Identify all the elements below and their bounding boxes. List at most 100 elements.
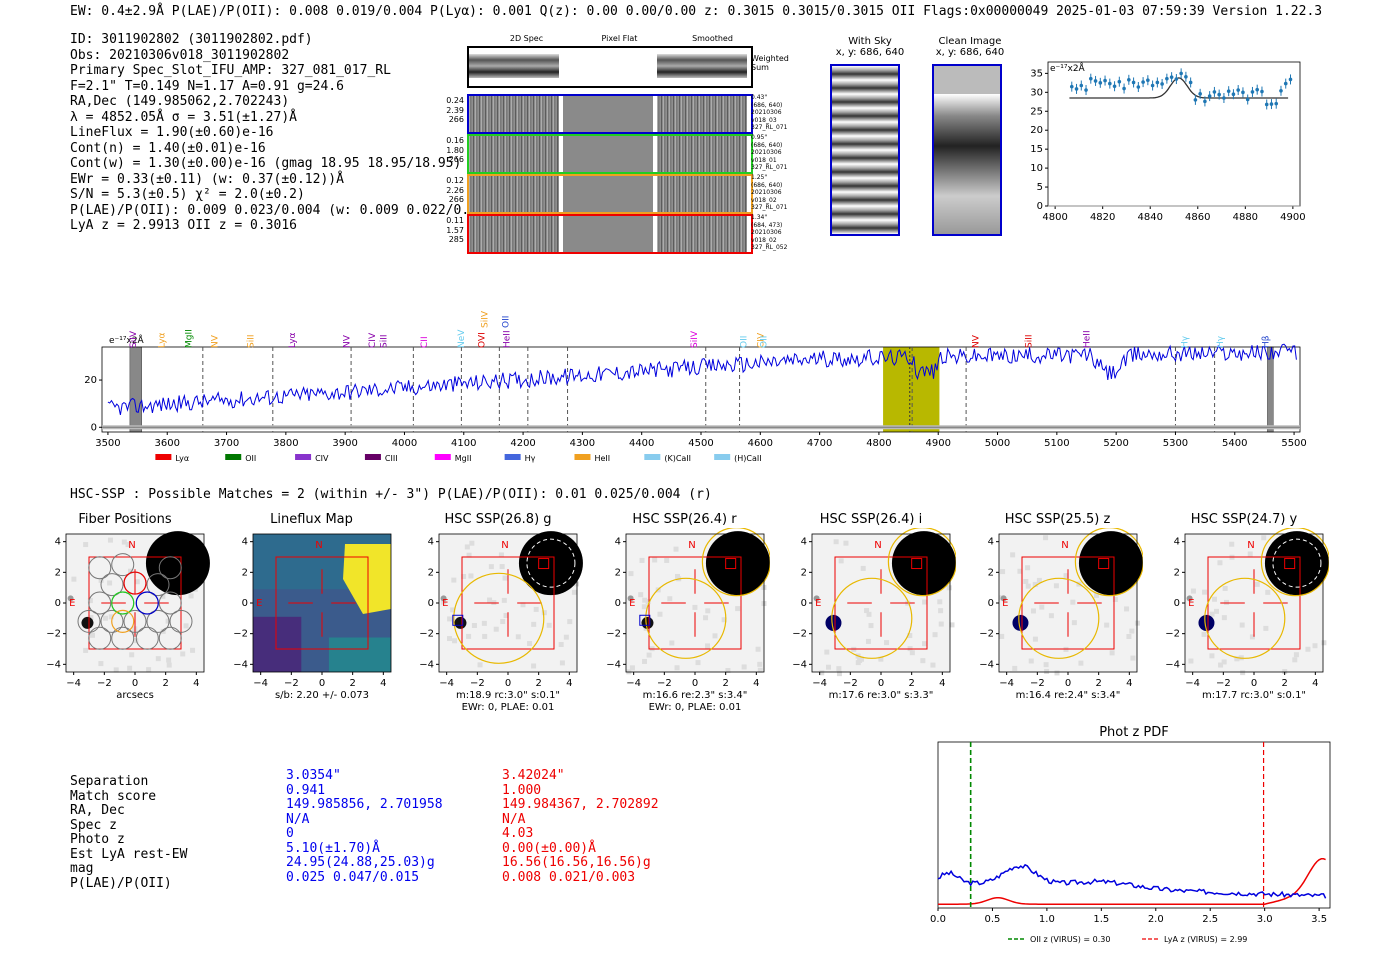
panel-title: HSC SSP(26.4) r	[632, 512, 737, 527]
bright-source	[891, 531, 956, 596]
panel-noise	[501, 597, 507, 603]
photz-xtick-label: 1.5	[1093, 914, 1109, 925]
spectrum-line-label: CIV	[756, 332, 766, 348]
panel-noise	[166, 662, 172, 668]
panel-xtick-label: 4	[1312, 678, 1318, 689]
panel-noise	[121, 539, 127, 545]
panel-noise	[641, 597, 647, 603]
detection-info: ID: 3011902802 (3011902802.pdf) Obs: 2021…	[70, 32, 500, 234]
panel-noise	[922, 641, 928, 647]
zoom-data-point	[1250, 90, 1255, 94]
spectrum-line-label: CII	[420, 336, 430, 348]
panel-noise	[712, 633, 718, 639]
panel-ytick-label: 2	[241, 567, 247, 578]
cutout-meta: (686, 640)	[751, 141, 783, 149]
weighted-sum-label: Weighted Sum	[751, 54, 789, 72]
panel-xtick-label: −2	[283, 678, 298, 689]
panel-xtick-label: −4	[253, 678, 268, 689]
match-label: mag	[70, 861, 94, 876]
zoom-xtick-label: 4840	[1137, 212, 1162, 223]
photz-frame	[937, 741, 1331, 909]
panel-ytick-label: −2	[979, 629, 994, 640]
zoom-data-point	[1222, 96, 1226, 100]
zoom-data-point	[1274, 101, 1279, 106]
cutout-meta: (686, 640)	[751, 101, 783, 109]
panel-xtick-label: 2	[908, 678, 914, 689]
panel-noise	[864, 608, 870, 614]
panel-noise	[724, 667, 730, 673]
panel-2: N E −4 −4 −2 −2 0 0 2 2 4 4 m:18.9 rc:3.0" s:0.1"EWr…	[419, 531, 583, 713]
panel-xtick-label: −4	[439, 678, 454, 689]
panel-noise	[133, 638, 139, 644]
zoom-fit-curve	[1069, 77, 1289, 99]
panel-noise	[447, 616, 453, 622]
panel-noise	[1292, 657, 1298, 663]
panel-noise	[627, 571, 633, 577]
panel-ytick-label: −2	[419, 629, 434, 640]
spectrum-legend-label: (K)CaII	[664, 454, 691, 463]
panel-noise	[1190, 588, 1196, 594]
panel-noise	[1229, 541, 1235, 547]
panel-xtick-label: 0	[1064, 678, 1070, 689]
panel-title: HSC SSP(25.5) z	[1004, 512, 1111, 527]
fiber-circle	[88, 626, 112, 650]
panel-noise	[998, 633, 1004, 639]
lineflux-hotspot	[342, 544, 391, 614]
zoom-data-point	[1179, 71, 1183, 76]
zoom-data-point	[1146, 78, 1150, 82]
match-square-blue	[452, 614, 464, 626]
faint-source-2	[67, 595, 74, 602]
cutout-meta: 20210306	[751, 189, 782, 196]
photz-legend-oii: OII z (VIRUS) = 0.30	[1030, 935, 1110, 944]
panel-xtick-label: 2	[1281, 678, 1287, 689]
panel-ytick-label: 4	[987, 537, 993, 548]
match-value-2: 0.008 0.021/0.003	[502, 869, 636, 885]
weighted-sum-frame	[467, 46, 753, 88]
match-value-2: 0.00(±0.00)Å	[502, 840, 596, 856]
panel-noise	[757, 667, 763, 673]
panel-noise	[98, 661, 104, 667]
zoom-data-point	[1069, 84, 1074, 89]
faint-source	[825, 614, 842, 631]
panel-noise	[878, 656, 884, 662]
panel-noise	[520, 602, 526, 608]
panel-noise	[1218, 662, 1224, 668]
panel-title: Fiber Positions	[78, 512, 172, 527]
panel-ytick-label: 4	[1174, 537, 1180, 548]
spectrum-line-label: SiIV	[129, 330, 139, 348]
spectrum-xtick-label: 4200	[510, 438, 535, 449]
spectrum-legend-swatch	[714, 454, 731, 460]
panel-noise	[674, 665, 680, 671]
bright-source	[145, 531, 210, 596]
spectrum-gray-band	[1267, 346, 1274, 433]
zoom-data-point	[1264, 102, 1269, 107]
cutout-stat: 1.80	[446, 145, 464, 155]
info-line-4: RA,Dec (149.985062,2.702243)	[70, 94, 290, 109]
match-square	[1097, 558, 1109, 570]
panel-noise	[938, 621, 944, 627]
panel-noise	[836, 666, 842, 672]
zoom-data-point	[1198, 92, 1202, 96]
panel-noise	[188, 593, 194, 599]
match-square-blue	[638, 614, 650, 626]
panel-noise	[866, 611, 872, 617]
panel-noise	[1109, 650, 1115, 656]
match-label: Est LyA rest-EW	[70, 846, 188, 862]
panel-noise	[515, 634, 521, 640]
spectrum-xtick-label: 3600	[155, 438, 180, 449]
panel-noise	[1125, 634, 1131, 640]
spectrum-line-label: SiII	[1024, 334, 1034, 348]
zoom-data-point	[1207, 94, 1212, 98]
fiber-red	[123, 571, 147, 595]
match-value-1: 3.0354"	[286, 768, 341, 783]
panel-ytick-label: −4	[419, 659, 434, 670]
panel-xtick-label: −2	[843, 678, 858, 689]
panel-noise	[502, 575, 508, 581]
zoom-xtick-label: 4900	[1280, 212, 1305, 223]
fiber-circle	[158, 626, 182, 650]
panel-xtick-label: −2	[656, 678, 671, 689]
panel-noise	[826, 664, 832, 670]
spectrum-line-label: SiIV	[690, 330, 700, 348]
zoom-data-point	[1098, 81, 1103, 85]
north-label: N	[1247, 540, 1254, 551]
